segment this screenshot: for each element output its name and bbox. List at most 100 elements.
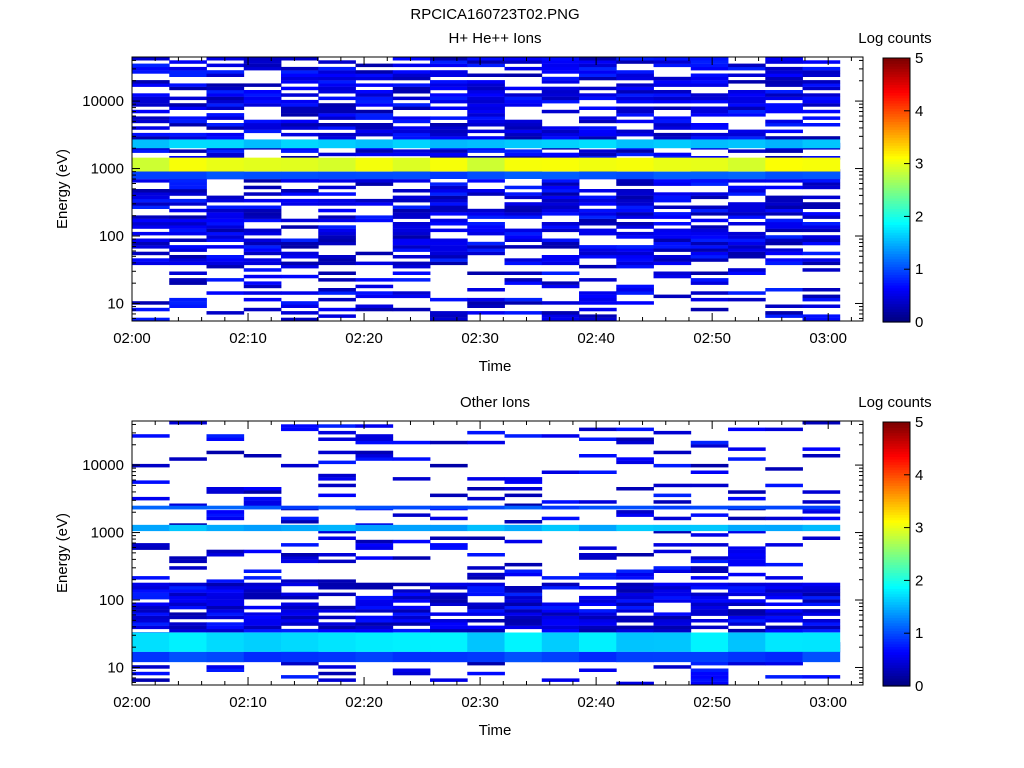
heatmap-cell (132, 116, 170, 120)
heatmap-cell (392, 119, 431, 124)
heatmap-cell (243, 307, 282, 312)
heatmap-cell (541, 205, 580, 209)
heatmap-cell (318, 430, 356, 435)
heatmap-cell (579, 73, 617, 77)
colorbar-segment (883, 290, 910, 294)
heatmap-cell (616, 427, 654, 432)
heatmap-cell (467, 589, 505, 593)
heatmap-band-cell (616, 171, 654, 179)
heatmap-cell (467, 605, 505, 610)
heatmap-cell (169, 225, 207, 229)
colorbar-segment (883, 76, 910, 80)
heatmap-cell (579, 70, 617, 74)
heatmap-band-cell (728, 651, 766, 663)
heatmap-cell (169, 96, 207, 101)
colorbar-segment (883, 667, 910, 671)
heatmap-cell (430, 189, 468, 193)
heatmap-cell (653, 192, 692, 196)
heatmap-cell (690, 556, 729, 560)
heatmap-band-cell (355, 505, 394, 510)
heatmap-cell (616, 572, 654, 577)
heatmap-cell (504, 86, 543, 91)
heatmap-cell (541, 284, 580, 289)
heatmap-cell (504, 215, 543, 219)
heatmap-cell (318, 271, 356, 275)
heatmap-cell (653, 549, 692, 554)
heatmap-band-cell (653, 139, 692, 149)
heatmap-cell (430, 258, 468, 262)
heatmap-cell (243, 297, 282, 302)
heatmap-cell (653, 615, 692, 620)
heatmap-cell (653, 132, 692, 137)
heatmap-cell (504, 208, 543, 213)
heatmap-cell (430, 440, 468, 445)
heatmap-cell (765, 427, 803, 432)
colorbar-tick-label: 3 (915, 156, 923, 173)
heatmap-cell (541, 152, 580, 157)
colorbar-segment (883, 258, 910, 262)
heatmap-cell (616, 681, 654, 686)
heatmap-cell (690, 106, 729, 110)
heatmap-cell (765, 202, 803, 206)
heatmap-cell (318, 202, 356, 206)
colorbar-segment (883, 514, 910, 518)
heatmap-cell (616, 460, 654, 465)
heatmap-cell (504, 278, 543, 282)
heatmap-cell (616, 93, 654, 97)
heatmap-cell (728, 546, 766, 550)
heatmap-cell (504, 281, 543, 285)
heatmap-cell (579, 129, 617, 134)
heatmap-band-cell (318, 505, 356, 510)
heatmap-cell (541, 582, 580, 587)
heatmap-cell (541, 189, 580, 193)
colorbar-segment (883, 248, 910, 252)
heatmap-cell (765, 205, 803, 209)
heatmap-cell (802, 93, 841, 97)
heatmap-cell (281, 132, 319, 137)
heatmap-cell (132, 602, 170, 606)
colorbar-segment (883, 158, 910, 162)
heatmap-cell (467, 572, 505, 577)
heatmap-cell (281, 119, 319, 124)
heatmap-cell (616, 609, 654, 613)
heatmap-cell (690, 238, 729, 242)
heatmap-cell (318, 258, 356, 262)
heatmap-band-cell (243, 157, 282, 172)
heatmap-cell (802, 592, 841, 597)
heatmap-cell (728, 661, 766, 666)
heatmap-cell (541, 86, 580, 91)
heatmap-cell (765, 609, 803, 613)
heatmap-cell (802, 80, 841, 84)
heatmap-cell (802, 202, 841, 206)
heatmap-cell (765, 582, 803, 587)
heatmap-cell (802, 86, 841, 91)
heatmap-cell (169, 255, 207, 259)
y-tick-label: 10 (107, 295, 124, 312)
heatmap-cell (281, 592, 319, 597)
colorbar-segment (883, 84, 910, 88)
heatmap-cell (392, 264, 431, 269)
heatmap-cell (392, 208, 431, 213)
heatmap-cell (243, 90, 282, 94)
heatmap-cell (616, 255, 654, 259)
heatmap-cell (132, 132, 170, 137)
heatmap-cell (504, 245, 543, 249)
heatmap-cell (653, 450, 692, 455)
heatmap-cell (132, 543, 170, 547)
colorbar-segment (883, 250, 910, 254)
heatmap-cell (541, 609, 580, 613)
colorbar-segment (883, 145, 910, 149)
heatmap-cell (541, 516, 580, 521)
heatmap-cell (318, 126, 356, 130)
heatmap-cell (690, 93, 729, 97)
heatmap-cell (541, 185, 580, 190)
heatmap-cell (616, 586, 654, 590)
heatmap-cell (318, 90, 356, 94)
heatmap-cell (653, 60, 692, 64)
heatmap-cell (690, 83, 729, 87)
heatmap-cell (728, 427, 766, 432)
heatmap-cell (616, 83, 654, 87)
heatmap-band-cell (132, 632, 170, 652)
heatmap-cell (206, 622, 245, 626)
heatmap-cell (243, 192, 282, 196)
